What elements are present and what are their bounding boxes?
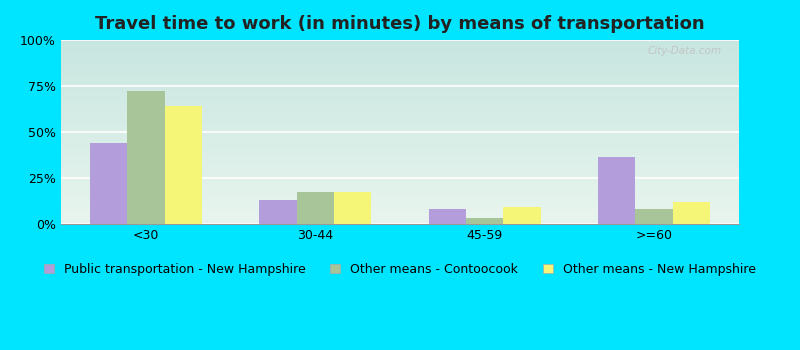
Bar — [127, 91, 165, 224]
Bar — [297, 193, 334, 224]
Bar — [673, 202, 710, 224]
Bar — [466, 218, 503, 224]
Bar — [598, 158, 635, 224]
Bar — [165, 106, 202, 224]
Bar — [429, 209, 466, 224]
Bar — [635, 209, 673, 224]
Bar — [334, 193, 371, 224]
Legend: Public transportation - New Hampshire, Other means - Contoocook, Other means - N: Public transportation - New Hampshire, O… — [44, 263, 756, 276]
Text: City-Data.com: City-Data.com — [648, 46, 722, 56]
Bar — [503, 207, 541, 224]
Bar — [90, 143, 127, 224]
Bar — [259, 199, 297, 224]
Title: Travel time to work (in minutes) by means of transportation: Travel time to work (in minutes) by mean… — [95, 15, 705, 33]
